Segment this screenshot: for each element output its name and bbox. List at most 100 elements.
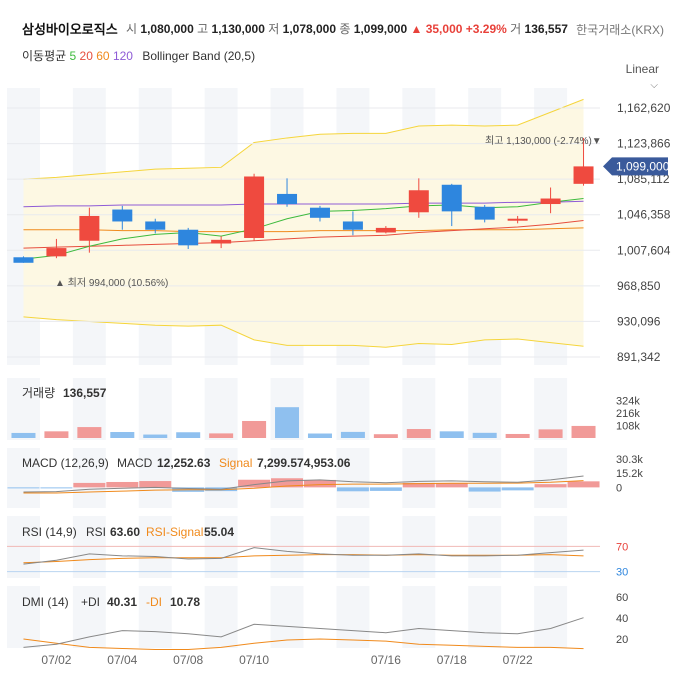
candle-body bbox=[441, 184, 462, 212]
column-stripe bbox=[138, 586, 172, 648]
scale-selector[interactable]: Linear bbox=[625, 62, 659, 76]
macd-histogram-bar bbox=[534, 484, 567, 488]
macd-label: MACD (12,26,9) bbox=[22, 456, 109, 470]
chart-header: 삼성바이오로직스 시 1,080,000 고 1,130,000 저 1,078… bbox=[0, 0, 680, 91]
high-label: 고 bbox=[197, 22, 209, 36]
last-price-marker bbox=[603, 157, 668, 176]
price-tick-label: 968,850 bbox=[617, 279, 661, 293]
macd-tick-label: 15.2k bbox=[616, 468, 643, 480]
close-value: 1,099,000 bbox=[353, 22, 408, 36]
ma120-label: 120 bbox=[112, 49, 133, 63]
ma5-label: 5 bbox=[69, 49, 77, 63]
macd-histogram-bar bbox=[238, 479, 271, 488]
x-tick-label: 07/04 bbox=[107, 653, 137, 667]
column-stripe bbox=[336, 516, 370, 578]
last-price-label: 1,099,000 bbox=[616, 159, 670, 173]
dmi-tick-label: 20 bbox=[616, 634, 628, 646]
stock-name[interactable]: 삼성바이오로직스 bbox=[22, 22, 118, 37]
ma60-label: 60 bbox=[96, 49, 110, 63]
candle-body bbox=[13, 257, 34, 263]
price-tick-label: 930,096 bbox=[617, 314, 661, 328]
column-stripe bbox=[138, 516, 172, 578]
ma20-label: 20 bbox=[79, 49, 93, 63]
macd-signal-value: 7,299.574,953.06 bbox=[257, 456, 351, 470]
candle-body bbox=[211, 239, 232, 244]
x-tick-label: 07/16 bbox=[371, 653, 401, 667]
change-percent: +3.29% bbox=[465, 22, 507, 36]
column-stripe bbox=[468, 378, 502, 440]
volume-bar bbox=[275, 407, 300, 438]
price-tick-label: 1,085,112 bbox=[617, 172, 670, 186]
column-stripe bbox=[204, 586, 238, 648]
rsi-signal-line bbox=[23, 554, 584, 564]
macd-histogram-bar bbox=[139, 481, 172, 488]
dmi-plus-name: +DI bbox=[81, 595, 100, 609]
column-stripe bbox=[468, 586, 502, 648]
candle-body bbox=[342, 221, 363, 230]
column-stripe bbox=[270, 586, 304, 648]
price-summary: 시 1,080,000 고 1,130,000 저 1,078,000 종 1,… bbox=[126, 20, 568, 37]
dmi-minus-value: 10.78 bbox=[170, 595, 200, 609]
volume-bar bbox=[307, 433, 332, 438]
column-stripe bbox=[534, 448, 568, 508]
price-tick-label: 891,342 bbox=[617, 350, 661, 364]
x-tick-label: 07/22 bbox=[503, 653, 533, 667]
macd-histogram-bar bbox=[468, 487, 501, 492]
volume-bar bbox=[439, 431, 464, 438]
price-tick-label: 1,162,620 bbox=[617, 101, 671, 115]
chevron-down-icon[interactable]: ⌵ bbox=[650, 80, 658, 91]
column-stripe bbox=[270, 516, 304, 578]
column-stripe bbox=[204, 516, 238, 578]
macd-histogram-bar bbox=[303, 479, 336, 488]
column-stripe bbox=[204, 378, 238, 440]
open-value: 1,080,000 bbox=[140, 22, 194, 36]
candle-body bbox=[309, 207, 330, 218]
macd-histogram-bar bbox=[435, 482, 468, 488]
dmi-minus-name: -DI bbox=[146, 595, 162, 609]
x-tick-label: 07/10 bbox=[239, 653, 269, 667]
volume-bar bbox=[340, 431, 365, 438]
volume-bar bbox=[176, 432, 201, 438]
candle-body bbox=[79, 215, 100, 241]
volume-bar bbox=[406, 429, 431, 438]
rsi-tick-label: 30 bbox=[616, 567, 628, 579]
price-tick-label: 1,123,866 bbox=[617, 137, 671, 151]
candle-body bbox=[375, 227, 396, 233]
change-value: ▲ 35,000 bbox=[410, 22, 463, 36]
volume-bar bbox=[538, 429, 563, 438]
macd-histogram-bar bbox=[501, 487, 534, 491]
volume-bar bbox=[77, 427, 102, 438]
volume-bar bbox=[110, 432, 135, 438]
column-stripe bbox=[72, 516, 106, 578]
indicator-legend[interactable]: 이동평균 5 20 60 120 Bollinger Band (20,5) bbox=[22, 47, 255, 64]
bollinger-lower-line bbox=[23, 316, 584, 348]
column-stripe bbox=[204, 448, 238, 508]
close-label: 종 bbox=[339, 22, 351, 36]
macd-histogram-bar bbox=[567, 481, 600, 488]
dmi-tick-label: 40 bbox=[616, 613, 628, 625]
rsi-signal-value: 55.04 bbox=[204, 525, 234, 539]
macd-histogram-bar bbox=[369, 487, 402, 491]
ma120-line bbox=[23, 200, 584, 208]
open-label: 시 bbox=[126, 22, 138, 36]
volume-short-value: 136,557 bbox=[524, 22, 568, 36]
column-stripe bbox=[336, 586, 370, 648]
low-annotation: ▲ 최저 994,000 (10.56%) bbox=[55, 277, 168, 289]
column-stripe bbox=[7, 586, 40, 648]
macd-histogram-bar bbox=[40, 487, 73, 489]
dmi-label: DMI (14) bbox=[22, 595, 69, 609]
candle-body bbox=[507, 218, 528, 221]
volume-tick-label: 324k bbox=[616, 396, 640, 408]
macd-signal-line bbox=[23, 480, 584, 494]
column-stripe bbox=[534, 586, 568, 648]
macd-histogram-bar bbox=[271, 478, 304, 488]
bollinger-label: Bollinger Band (20,5) bbox=[142, 49, 256, 63]
volume-bar bbox=[373, 434, 398, 438]
macd-histogram-bar bbox=[402, 482, 435, 488]
rsi-signal-name: RSI-Signal bbox=[146, 525, 203, 539]
ma20-line bbox=[23, 220, 584, 249]
price-tick-label: 1,046,358 bbox=[617, 208, 671, 222]
rsi-line bbox=[23, 547, 584, 565]
volume-short-label: 거 bbox=[510, 22, 522, 36]
